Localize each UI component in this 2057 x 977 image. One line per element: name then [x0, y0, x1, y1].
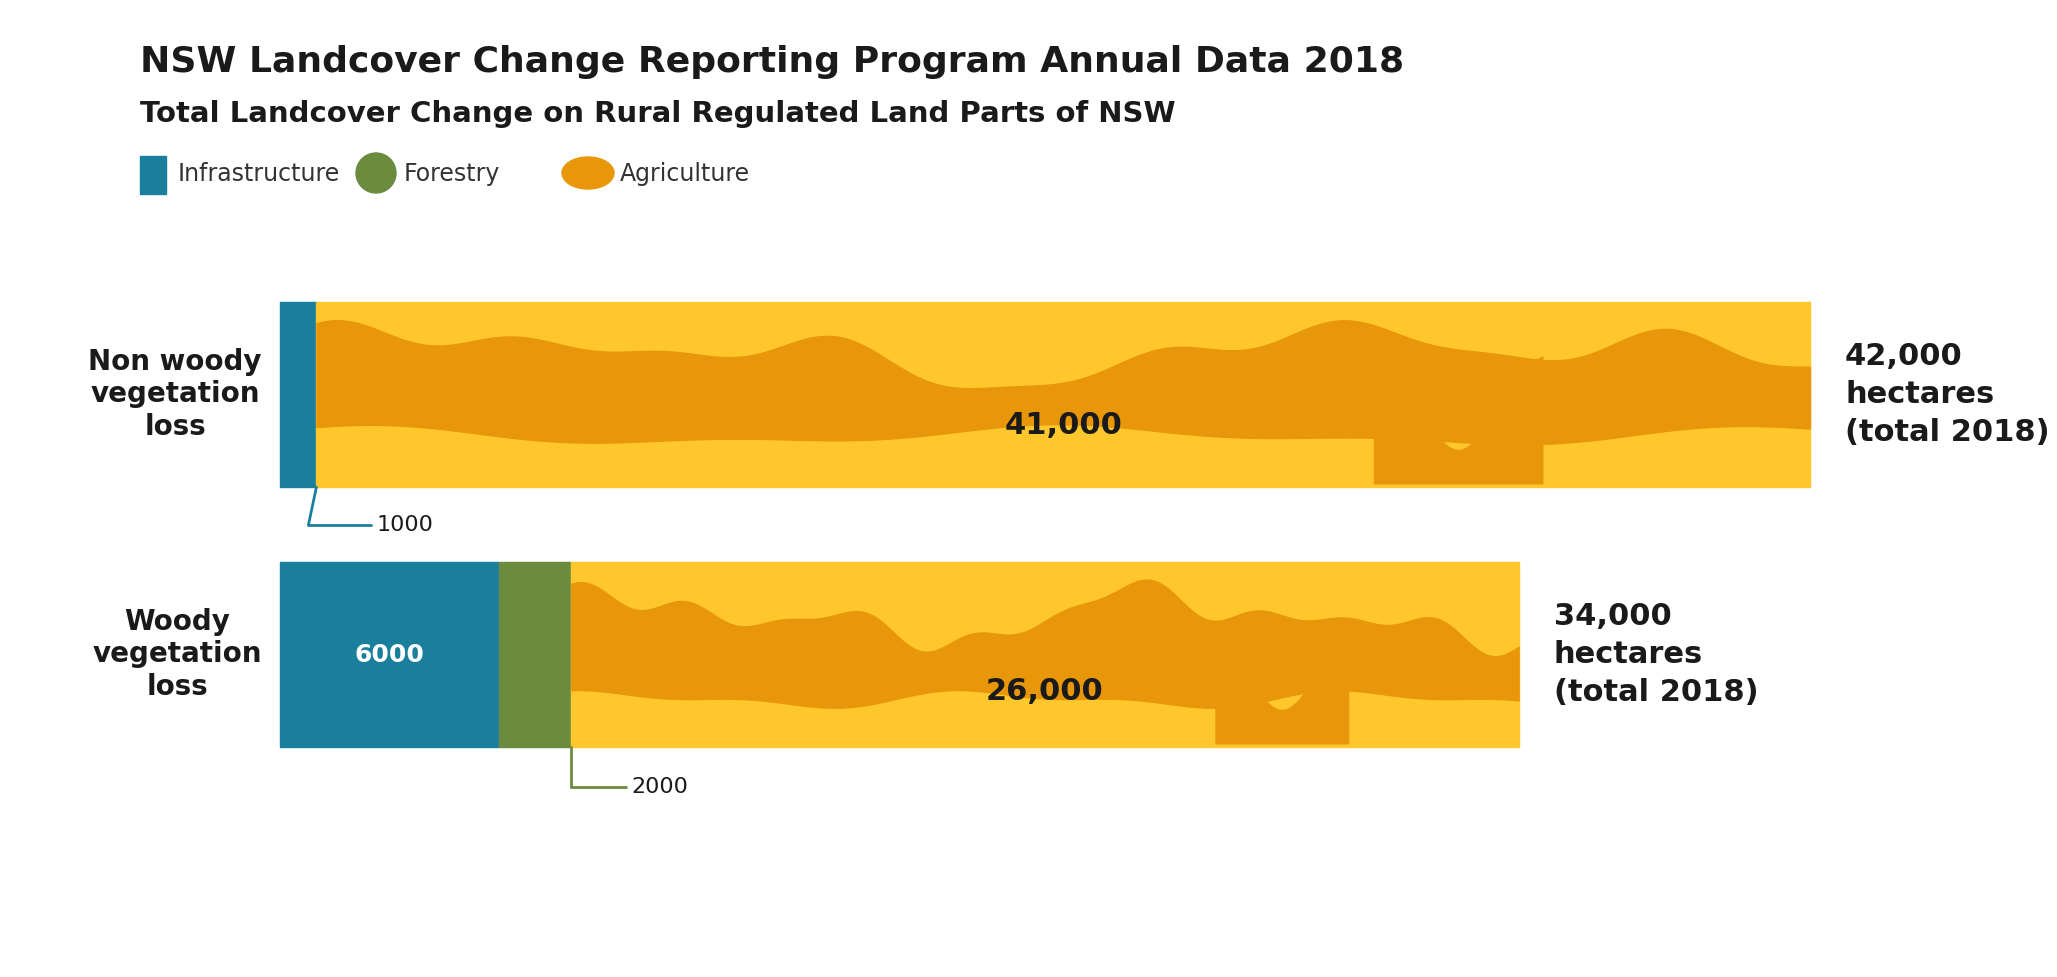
- Bar: [280, 302, 317, 487]
- Bar: [498, 562, 572, 747]
- Text: 2000: 2000: [631, 777, 689, 797]
- Text: Non woody
vegetation
loss: Non woody vegetation loss: [88, 348, 261, 441]
- Bar: [280, 562, 498, 747]
- Bar: [317, 302, 1810, 487]
- Text: 1000: 1000: [376, 515, 434, 535]
- Text: Infrastructure: Infrastructure: [179, 162, 339, 186]
- Text: 34,000
hectares
(total 2018): 34,000 hectares (total 2018): [1553, 602, 1759, 707]
- Text: 41,000: 41,000: [1004, 411, 1123, 441]
- Text: 42,000
hectares
(total 2018): 42,000 hectares (total 2018): [1845, 342, 2049, 447]
- Text: Forestry: Forestry: [403, 162, 500, 186]
- Circle shape: [356, 153, 397, 193]
- Text: NSW Landcover Change Reporting Program Annual Data 2018: NSW Landcover Change Reporting Program A…: [140, 45, 1405, 79]
- Text: 6000: 6000: [354, 643, 424, 666]
- Text: 26,000: 26,000: [985, 677, 1105, 706]
- Bar: [572, 562, 1518, 747]
- Text: Woody
vegetation
loss: Woody vegetation loss: [93, 608, 261, 701]
- Text: Total Landcover Change on Rural Regulated Land Parts of NSW: Total Landcover Change on Rural Regulate…: [140, 100, 1177, 128]
- Ellipse shape: [562, 157, 613, 189]
- Bar: [140, 156, 167, 194]
- Text: Agriculture: Agriculture: [619, 162, 751, 186]
